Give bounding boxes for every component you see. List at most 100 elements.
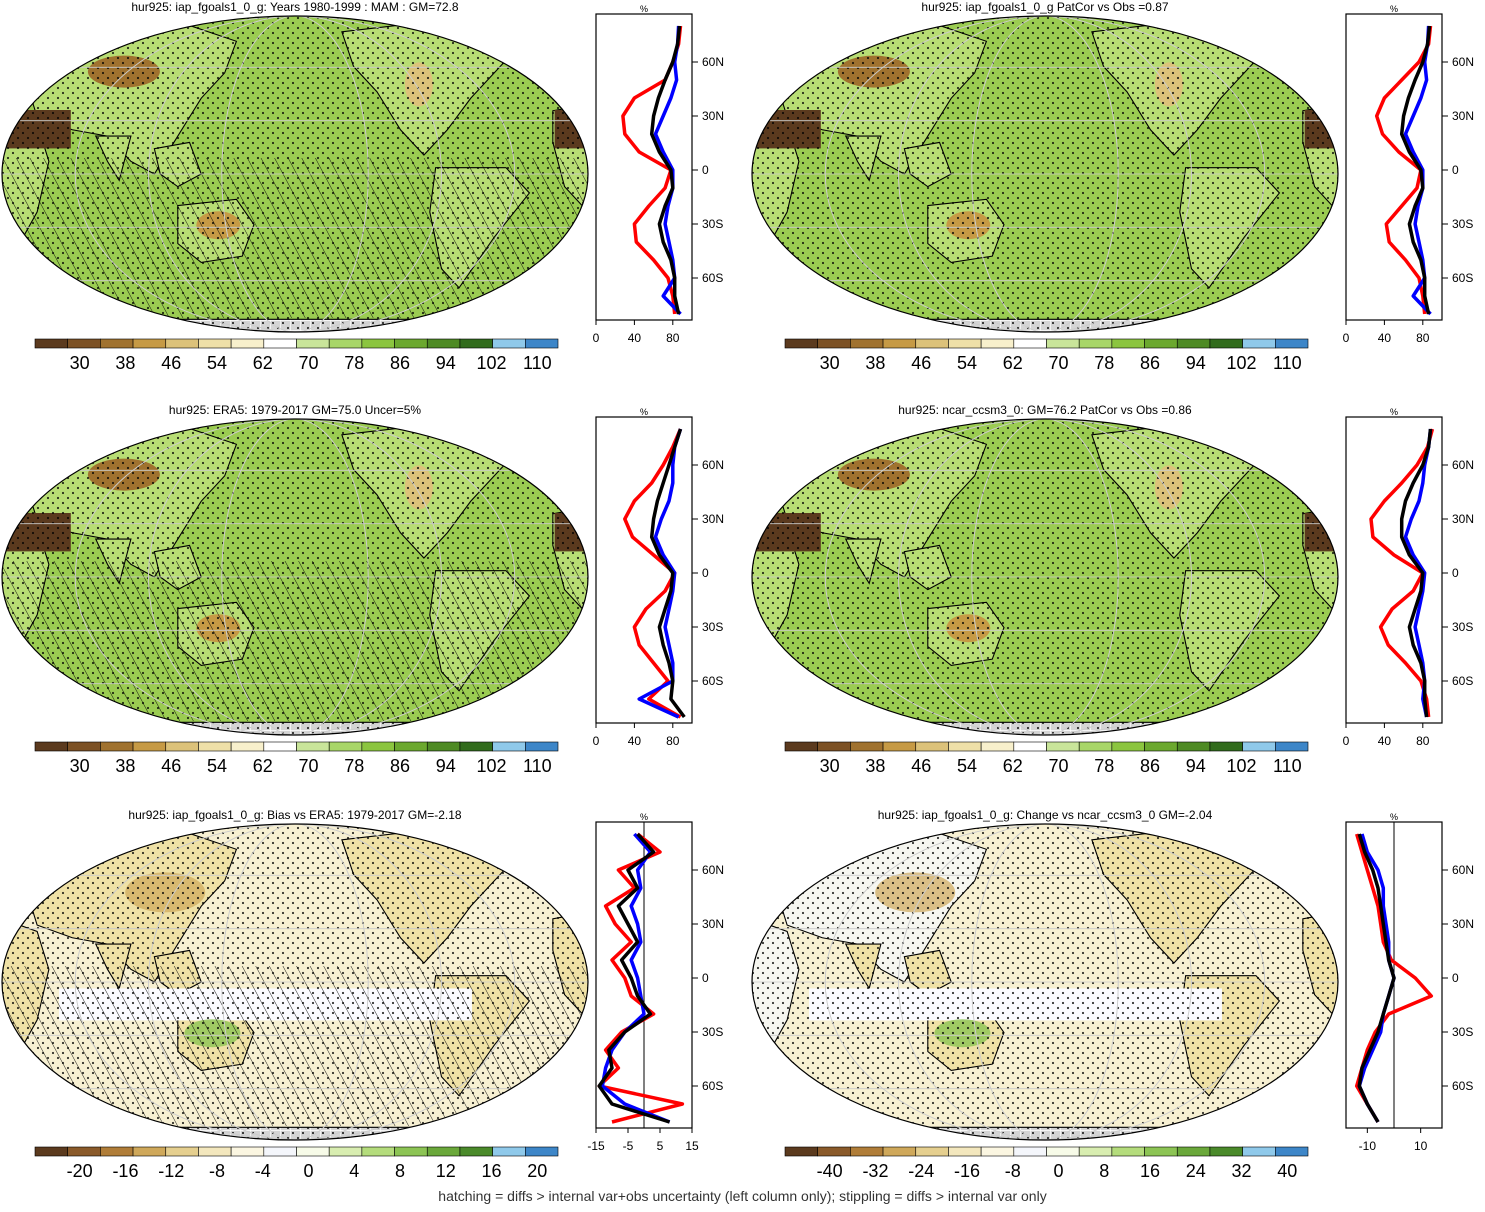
- graticule-lon: [148, 824, 442, 1140]
- colorbar-swatch: [1078, 338, 1113, 349]
- colorbar-label: 16: [482, 1161, 502, 1181]
- colorbar-label: 94: [1186, 756, 1206, 776]
- continent-greenland: [469, 421, 531, 449]
- profile-series-line: [597, 832, 685, 1124]
- colorbar-swatch: [492, 741, 526, 752]
- graticule-lon: [824, 824, 1266, 1140]
- colorbar-label: 4: [349, 1161, 359, 1181]
- colorbar-swatch: [361, 1146, 395, 1157]
- colorbar-swatch: [296, 1146, 330, 1157]
- colorbar-swatch: [1209, 1146, 1243, 1157]
- colorbar-label: 94: [436, 756, 456, 776]
- colorbar-label: 110: [1273, 756, 1302, 776]
- profile-xtick-label: 0: [593, 734, 600, 748]
- colorbar-swatch: [426, 1146, 461, 1157]
- colorbar-swatch: [132, 741, 167, 752]
- colorbar-swatch: [459, 338, 493, 349]
- colorbar-label: 16: [1140, 1161, 1160, 1181]
- profile-series-line: [1357, 833, 1396, 1123]
- profile-unit: %: [1390, 407, 1398, 417]
- profile-lat-label: 60S: [702, 674, 723, 688]
- figure-footer: hatching = diffs > internal var+obs unce…: [438, 1188, 1047, 1204]
- colorbar-swatch: [165, 1146, 199, 1157]
- colorbar-label: 70: [1048, 353, 1068, 373]
- colorbar-swatch: [230, 741, 265, 752]
- colorbar-label: 110: [1273, 353, 1302, 373]
- colorbar-swatch: [263, 1146, 297, 1157]
- colorbar-label: 46: [911, 353, 931, 373]
- profile-lat-label: 30S: [1452, 620, 1473, 634]
- colorbar-swatch: [817, 1146, 851, 1157]
- profile-xtick-label: 80: [666, 331, 680, 345]
- colorbar-swatch: [459, 1146, 493, 1157]
- colorbar-swatch: [1144, 1146, 1178, 1157]
- colorbar-swatch: [948, 338, 982, 349]
- colorbar-swatch: [132, 338, 167, 349]
- panel-title: hur925: iap_fgoals1_0_g: Change vs ncar_…: [878, 808, 1213, 822]
- colorbar-swatch: [361, 338, 395, 349]
- colorbar-swatch: [34, 338, 68, 349]
- graticule-lon: [148, 16, 442, 332]
- graticule-lon: [971, 16, 1119, 332]
- panel: hur925: iap_fgoals1_0_g: Years 1980-1999…: [1, 0, 724, 373]
- colorbar-swatch: [263, 741, 297, 752]
- profile-xtick-label: 0: [1343, 331, 1350, 345]
- colorbar-label: -12: [158, 1161, 184, 1181]
- colorbar-swatch: [1111, 338, 1145, 349]
- profile-series-line: [600, 832, 671, 1124]
- graticule-lon: [898, 16, 1192, 332]
- graticule-lon: [148, 419, 442, 735]
- colorbar-swatch: [263, 338, 297, 349]
- panel: hur925: ERA5: 1979-2017 GM=75.0 Uncer=5%…: [1, 403, 724, 776]
- graticule-lon: [74, 419, 516, 735]
- profile-frame: [1345, 416, 1443, 724]
- colorbar-label: 20: [527, 1161, 547, 1181]
- hatching: [2, 966, 588, 1126]
- profile-xtick-label: -5: [623, 1139, 634, 1153]
- colorbar-swatch: [132, 1146, 167, 1157]
- colorbar-swatch: [198, 1146, 232, 1157]
- graticule-lon: [221, 824, 369, 1140]
- colorbar-swatch: [296, 338, 330, 349]
- colorbar-label: 38: [115, 353, 135, 373]
- colorbar-swatch: [882, 338, 917, 349]
- profile-series-line: [1399, 25, 1432, 315]
- profile-frame: [595, 416, 693, 724]
- colorbar-swatch: [1046, 1146, 1080, 1157]
- colorbar-swatch: [948, 1146, 982, 1157]
- colorbar-swatch: [1209, 338, 1243, 349]
- profile-series-line: [597, 832, 671, 1124]
- colorbar-swatch: [230, 1146, 265, 1157]
- colorbar-label: 110: [523, 353, 552, 373]
- profile-xtick-label: 80: [1416, 331, 1430, 345]
- colorbar-swatch: [1013, 338, 1047, 349]
- profile-lat-label: 0: [702, 163, 709, 177]
- panel: hur925: iap_fgoals1_0_g PatCor vs Obs =0…: [751, 0, 1474, 373]
- profile-unit: %: [1390, 4, 1398, 14]
- colorbar-label: 86: [1140, 756, 1160, 776]
- map-outline: [1, 823, 589, 1141]
- colorbar-swatch: [394, 1146, 428, 1157]
- colorbar-label: 78: [344, 353, 364, 373]
- colorbar-swatch: [850, 338, 884, 349]
- colorbar-swatch: [850, 1146, 884, 1157]
- colorbar-swatch: [882, 1146, 917, 1157]
- colorbar-swatch: [1275, 741, 1309, 752]
- colorbar-swatch: [34, 741, 68, 752]
- profile-frame: [1345, 13, 1443, 321]
- colorbar-swatch: [915, 1146, 949, 1157]
- profile-unit: %: [1390, 812, 1398, 822]
- colorbar-swatch: [100, 1146, 134, 1157]
- colorbar-swatch: [915, 338, 949, 349]
- colorbar-label: 54: [207, 756, 227, 776]
- colorbar-swatch: [784, 741, 818, 752]
- profile-lat-label: 30S: [702, 1025, 723, 1039]
- colorbar-label: 30: [70, 353, 90, 373]
- colorbar-label: 8: [1099, 1161, 1109, 1181]
- continent-greenland: [1219, 18, 1281, 46]
- colorbar-swatch: [426, 741, 461, 752]
- colorbar-label: 110: [523, 756, 552, 776]
- profile-series-line: [649, 428, 686, 719]
- profile-xtick-label: 80: [1416, 734, 1430, 748]
- colorbar-label: 86: [390, 353, 410, 373]
